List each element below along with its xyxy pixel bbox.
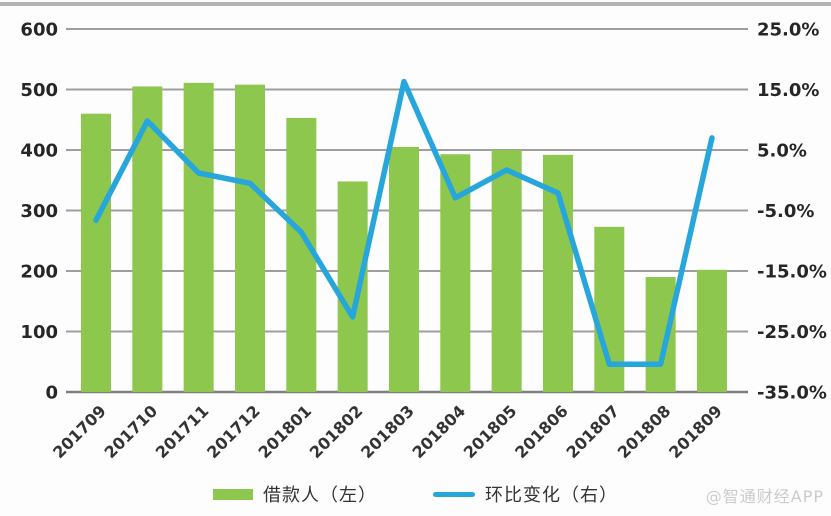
svg-text:-35.0%: -35.0% (757, 383, 827, 404)
bar-series-borrowers (81, 82, 727, 392)
svg-text:201807: 201807 (562, 401, 623, 462)
svg-text:100: 100 (20, 322, 58, 343)
svg-text:-5.0%: -5.0% (757, 201, 814, 222)
chart-legend: 借款人（左） 环比变化（右） (0, 481, 831, 507)
svg-text:201806: 201806 (511, 401, 572, 462)
bar-201803 (388, 146, 419, 392)
legend-label-borrowers: 借款人（左） (263, 485, 377, 506)
svg-text:201710: 201710 (100, 401, 161, 462)
bar-201805 (491, 150, 522, 392)
right-axis-tick-labels: 25.0% 15.0% 5.0% -5.0% -15.0% -25.0% -35.0% (757, 20, 827, 404)
left-axis-tick-labels: 600 500 400 300 200 100 0 (20, 20, 58, 404)
svg-text:5.0%: 5.0% (757, 141, 807, 162)
svg-text:201711: 201711 (152, 401, 213, 462)
bar-series-swatch (213, 488, 253, 500)
svg-text:201712: 201712 (203, 401, 264, 462)
bar-201807 (594, 226, 625, 392)
svg-text:201802: 201802 (306, 401, 367, 462)
svg-text:-25.0%: -25.0% (757, 322, 827, 343)
bar-201712 (234, 84, 265, 392)
legend-item-borrowers: 借款人（左） (213, 481, 377, 507)
watermark: @智通财经APP (705, 487, 824, 506)
svg-text:200: 200 (20, 262, 58, 283)
bar-201801 (286, 117, 317, 392)
bar-201709 (81, 113, 111, 392)
combo-chart: 600 500 400 300 200 100 0 25.0% 15.0% 5.0% -5.0% -1… (20, 20, 827, 463)
svg-text:201801: 201801 (254, 401, 315, 462)
svg-text:201805: 201805 (460, 401, 521, 462)
legend-label-mom-change: 环比变化（右） (485, 485, 618, 506)
x-axis-category-labels: 2017092017102017112017122018012018022018… (49, 401, 726, 462)
svg-text:300: 300 (20, 201, 58, 222)
svg-text:15.0%: 15.0% (757, 80, 819, 101)
svg-text:-15.0%: -15.0% (757, 262, 827, 283)
gridlines (66, 28, 748, 394)
svg-text:600: 600 (20, 20, 58, 41)
bar-201808 (645, 277, 676, 392)
svg-text:201709: 201709 (49, 401, 110, 462)
svg-text:0: 0 (45, 383, 58, 404)
svg-text:201804: 201804 (408, 401, 469, 462)
line-series-mom-change (93, 78, 715, 367)
legend-item-mom-change: 环比变化（右） (433, 481, 618, 507)
top-border-bar (0, 2, 831, 6)
svg-text:400: 400 (20, 141, 58, 162)
svg-text:201803: 201803 (357, 401, 418, 462)
svg-text:201809: 201809 (665, 401, 726, 462)
line-series-swatch (433, 491, 475, 497)
svg-text:25.0%: 25.0% (757, 20, 819, 41)
svg-text:201808: 201808 (614, 401, 675, 462)
bar-201711 (183, 82, 214, 392)
bar-201809 (696, 269, 727, 392)
bar-201802 (337, 181, 368, 392)
svg-text:500: 500 (20, 80, 58, 101)
